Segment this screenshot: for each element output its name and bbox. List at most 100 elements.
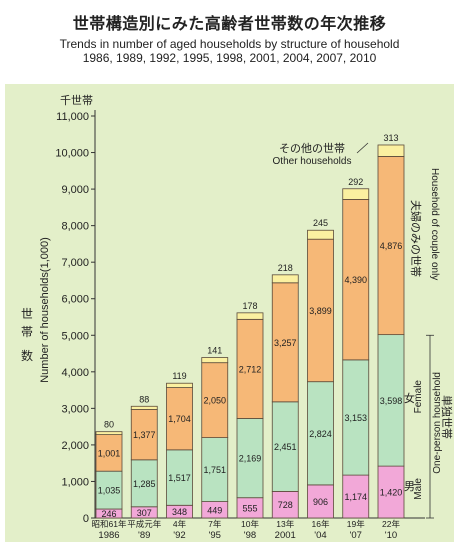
chart-title-jp: 世帯構造別にみた高齢者世帯数の年次推移 xyxy=(72,14,387,33)
x-tick-label-bottom: '98 xyxy=(244,530,256,541)
x-tick-label-top: 19年 xyxy=(347,519,365,529)
bar-other xyxy=(342,188,370,200)
bar-couple xyxy=(271,282,299,403)
data-label-other: 218 xyxy=(278,263,293,273)
data-label-other: 245 xyxy=(313,218,328,228)
annotation-one-person-jp: 単独世帯 xyxy=(440,395,454,439)
data-label-female: 1,751 xyxy=(203,465,226,475)
y-axis-label-jp-3: 数 xyxy=(21,348,33,363)
annotation-couple-jp: 夫婦のみの世帯 xyxy=(409,200,423,277)
data-label-male: 246 xyxy=(101,509,116,519)
bar-other xyxy=(307,229,334,240)
data-label-other: 119 xyxy=(172,371,186,381)
data-label-male: 555 xyxy=(242,503,257,513)
annotation-other-jp: その他の世帯 xyxy=(279,142,345,155)
data-label-male: 728 xyxy=(278,500,293,510)
y-tick-label: 8,000 xyxy=(61,221,89,233)
annotation-other-leader xyxy=(356,142,369,154)
y-tick-label: 0 xyxy=(83,513,89,525)
y-tick-label: 5,000 xyxy=(61,330,89,342)
data-label-other: 292 xyxy=(348,177,363,187)
x-tick-label-top: 16年 xyxy=(312,519,330,529)
y-axis-label-jp-1: 世 xyxy=(21,307,33,321)
data-label-other: 80 xyxy=(104,420,114,430)
data-label-couple: 3,257 xyxy=(274,338,297,348)
bar-female xyxy=(342,359,370,476)
bar-other xyxy=(271,274,299,284)
x-tick-label-top: 7年 xyxy=(208,519,222,529)
data-label-female: 3,153 xyxy=(344,413,367,423)
data-label-other: 178 xyxy=(242,301,257,311)
x-tick-label-top: 平成元年 xyxy=(127,519,162,529)
data-label-couple: 1,001 xyxy=(98,448,121,458)
data-label-couple: 1,377 xyxy=(133,430,156,440)
y-tick-label: 7,000 xyxy=(61,257,89,269)
y-tick-label: 9,000 xyxy=(61,184,89,196)
bar-couple xyxy=(95,434,123,472)
y-tick-label: 11,000 xyxy=(56,111,89,123)
annotation-one-person-en: One-person household xyxy=(432,372,443,474)
data-label-male: 348 xyxy=(172,507,187,517)
bar-couple xyxy=(342,199,370,361)
y-tick-label: 3,000 xyxy=(61,403,89,415)
data-label-male: 1,174 xyxy=(344,492,367,502)
data-label-couple: 4,876 xyxy=(380,241,403,251)
annotation-female-en: Female xyxy=(413,380,424,414)
data-label-other: 313 xyxy=(383,133,398,143)
bar-female xyxy=(271,401,299,492)
y-axis-label-jp-2: 帯 xyxy=(21,325,33,339)
x-tick-label-bottom: '07 xyxy=(350,530,362,541)
x-tick-label-bottom: 2001 xyxy=(275,530,296,541)
x-tick-label-top: 10年 xyxy=(241,519,259,529)
bar-other xyxy=(201,357,229,364)
bar-female xyxy=(130,459,158,508)
data-label-couple: 2,712 xyxy=(239,364,262,374)
data-label-female: 1,035 xyxy=(98,486,121,496)
data-label-male: 307 xyxy=(137,508,152,518)
unit-label: 千世帯 xyxy=(60,94,93,107)
data-label-couple: 4,390 xyxy=(344,275,367,285)
stacked-bar-chart: 千世帯 0 1,000 2,000 3,000 4,000 5,000 6,000 7,000 8… xyxy=(5,84,454,542)
bar-other xyxy=(130,405,158,410)
bar-couple xyxy=(130,409,158,461)
x-tick-label-bottom: '95 xyxy=(209,530,221,541)
annotation-couple-en: Household of couple only xyxy=(429,168,440,280)
x-tick-label-bottom: '92 xyxy=(173,530,185,541)
bar-other xyxy=(236,312,264,320)
chart-subtitle-en: Trends in number of aged households by s… xyxy=(59,37,400,51)
data-label-male: 449 xyxy=(207,505,222,515)
bar-couple xyxy=(166,387,193,451)
x-tick-label-top: 4年 xyxy=(173,519,187,529)
bar-male xyxy=(342,474,370,519)
bar-female xyxy=(95,470,123,510)
y-tick-label: 10,000 xyxy=(55,148,89,160)
bar-female xyxy=(377,334,405,467)
x-tick-label-top: 13年 xyxy=(276,519,294,529)
bar-female xyxy=(236,418,264,499)
bar-male xyxy=(307,484,334,519)
x-tick-label-bottom: '10 xyxy=(385,530,397,541)
bar-other xyxy=(377,144,405,157)
data-label-female: 1,285 xyxy=(133,479,156,489)
y-tick-label: 1,000 xyxy=(61,476,89,488)
chart-years-subtitle: 1986, 1989, 1992, 1995, 1998, 2001, 2004… xyxy=(82,51,377,65)
title-block: 世帯構造別にみた高齢者世帯数の年次推移 Trends in number of … xyxy=(0,0,459,65)
data-label-other: 88 xyxy=(139,394,149,404)
bar-other xyxy=(166,382,193,388)
y-tick-label: 4,000 xyxy=(61,367,89,379)
y-axis-label-en: Number of households(1,000) xyxy=(39,237,51,383)
data-label-male: 1,420 xyxy=(380,488,403,498)
bar-female xyxy=(307,381,334,486)
data-label-female: 2,451 xyxy=(274,442,297,452)
data-label-female: 3,598 xyxy=(380,396,403,406)
y-tick-label: 6,000 xyxy=(61,294,89,306)
bar-male xyxy=(271,490,299,519)
data-label-couple: 1,704 xyxy=(168,414,191,424)
data-label-female: 2,169 xyxy=(239,454,262,464)
data-label-male: 906 xyxy=(313,497,328,507)
data-label-female: 1,517 xyxy=(168,473,191,483)
x-tick-label-bottom: '89 xyxy=(138,530,150,541)
bar-couple xyxy=(201,362,229,439)
x-tick-label-top: 昭和61年 xyxy=(92,519,127,529)
annotation-male-jp: 男 xyxy=(404,481,415,493)
